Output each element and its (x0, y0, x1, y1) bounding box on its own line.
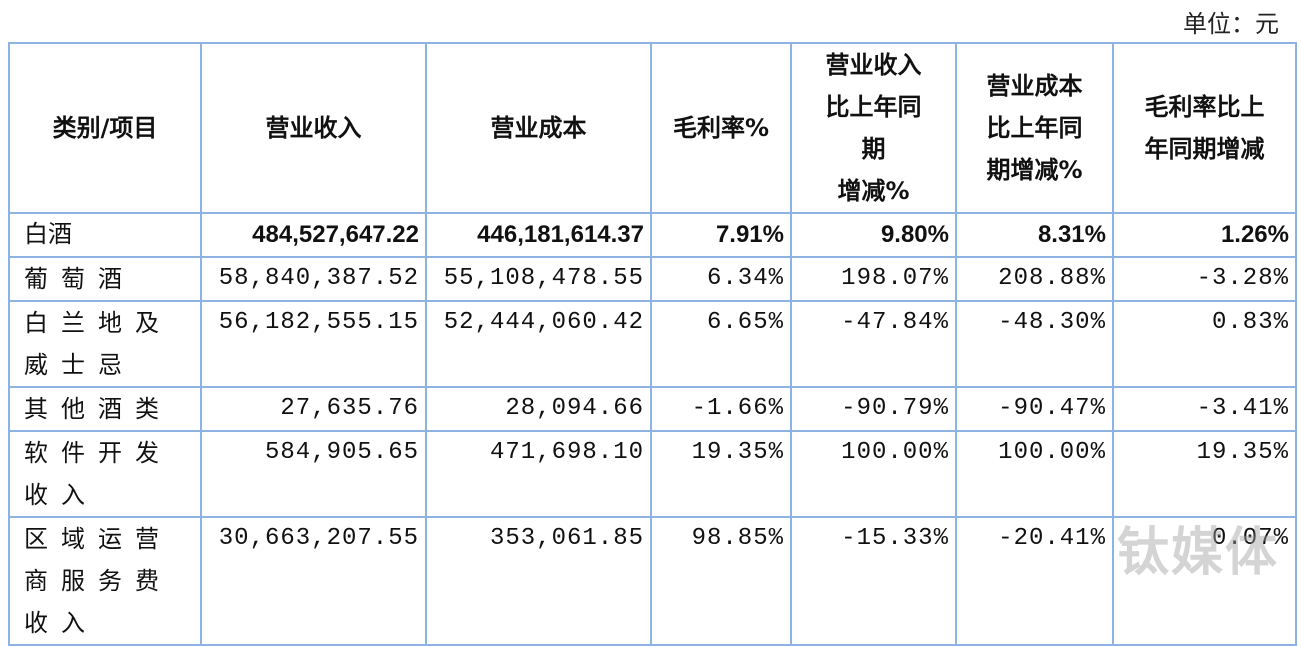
value-cell: 8.31% (955, 212, 1114, 258)
table-row: 区域运营商服务费收入 30,663,207.55 353,061.85 98.85% -… (8, 516, 1297, 646)
category-cell: 葡萄酒 (8, 256, 202, 302)
table-row: 软件开发收入 584,905.65 471,698.10 19.35% 100.00% 1… (8, 430, 1297, 518)
header-line: 营业收入 (265, 114, 362, 142)
table-row: 其他酒类 27,635.76 28,094.66 -1.66% -90.79% -90.4… (8, 386, 1297, 432)
header-line: 营业成本 (986, 72, 1083, 100)
value-cell: 27,635.76 (200, 386, 427, 432)
value-cell: 55,108,478.55 (425, 256, 652, 302)
value-cell: 6.65% (650, 300, 792, 388)
category-cell: 软件开发收入 (8, 430, 202, 518)
header-line: 年同期增减 (1144, 135, 1265, 163)
category-cell: 白酒 (8, 212, 202, 258)
header-line: 比上年同 (986, 114, 1083, 142)
header-cell: 毛利率% (650, 42, 792, 214)
unit-label: 单位：元 (1183, 10, 1279, 38)
category-cell: 区域运营商服务费收入 (8, 516, 202, 646)
value-cell: 56,182,555.15 (200, 300, 427, 388)
value-cell: 52,444,060.42 (425, 300, 652, 388)
header-cell: 营业成本比上年同期增减% (955, 42, 1114, 214)
value-cell: 98.85% (650, 516, 792, 646)
header-cell: 营业收入比上年同期增减% (790, 42, 957, 214)
value-cell: -1.66% (650, 386, 792, 432)
table-row: 葡萄酒 58,840,387.52 55,108,478.55 6.34% 198.07… (8, 256, 1297, 302)
value-cell: 9.80% (790, 212, 957, 258)
value-cell: -47.84% (790, 300, 957, 388)
category-cell: 白兰地及威士忌 (8, 300, 202, 388)
value-cell: 1.26% (1112, 212, 1297, 258)
value-cell: -90.79% (790, 386, 957, 432)
value-cell: 353,061.85 (425, 516, 652, 646)
header-line: 比上年同 (825, 93, 922, 121)
value-cell: 198.07% (790, 256, 957, 302)
watermark: 钛媒体 (1116, 523, 1279, 583)
header-line: 毛利率比上 (1144, 93, 1265, 121)
data-table: 类别/项目 营业收入 营业成本 毛利率% 营业收入 比上年同期增减% 营业成本 比上年同 期增减… (8, 42, 1297, 646)
header-cell: 毛利率比上年同期增减 (1112, 42, 1297, 214)
value-cell: 6.34% (650, 256, 792, 302)
header-line: 增减% (837, 177, 910, 205)
value-cell: -3.28% (1112, 256, 1297, 302)
header-cell: 营业收入 (200, 42, 427, 214)
value-cell: 19.35% (650, 430, 792, 518)
header-line: 期增减% (986, 156, 1083, 184)
value-cell: 19.35% (1112, 430, 1297, 518)
value-cell: -20.41% (955, 516, 1114, 646)
page: 单位：元 类别/项目 营业收入 营业成本 毛利率% 营业收入 比上年同期增减% 营业成本 比上… (8, 10, 1297, 646)
value-cell: 484,527,647.22 (200, 212, 427, 258)
value-cell: 0.83% (1112, 300, 1297, 388)
value-cell: -48.30% (955, 300, 1114, 388)
value-cell: 471,698.10 (425, 430, 652, 518)
header-line: 营业成本 (490, 114, 587, 142)
value-cell: 100.00% (955, 430, 1114, 518)
value-cell: 30,663,207.55 (200, 516, 427, 646)
value-cell: 100.00% (790, 430, 957, 518)
value-cell: 584,905.65 (200, 430, 427, 518)
header-line: 营业收入 (825, 51, 922, 79)
category-cell: 其他酒类 (8, 386, 202, 432)
table-row: 白兰地及威士忌 56,182,555.15 52,444,060.42 6.65% -4… (8, 300, 1297, 388)
header-line: 类别/项目 (52, 114, 158, 142)
value-cell: -15.33% (790, 516, 957, 646)
header-line: 期 (861, 135, 886, 163)
header-row: 类别/项目 营业收入 营业成本 毛利率% 营业收入 比上年同期增减% 营业成本 比上年同 期增减… (8, 42, 1297, 214)
value-cell: 28,094.66 (425, 386, 652, 432)
value-cell: -3.41% (1112, 386, 1297, 432)
value-cell: 446,181,614.37 (425, 212, 652, 258)
value-cell: -90.47% (955, 386, 1114, 432)
value-cell: 208.88% (955, 256, 1114, 302)
value-cell: 58,840,387.52 (200, 256, 427, 302)
header-line: 毛利率% (672, 114, 770, 142)
header-cell: 营业成本 (425, 42, 652, 214)
value-cell: 7.91% (650, 212, 792, 258)
header-cell: 类别/项目 (8, 42, 202, 214)
table-row: 白酒 484,527,647.22 446,181,614.37 7.91% 9.80%… (8, 212, 1297, 258)
